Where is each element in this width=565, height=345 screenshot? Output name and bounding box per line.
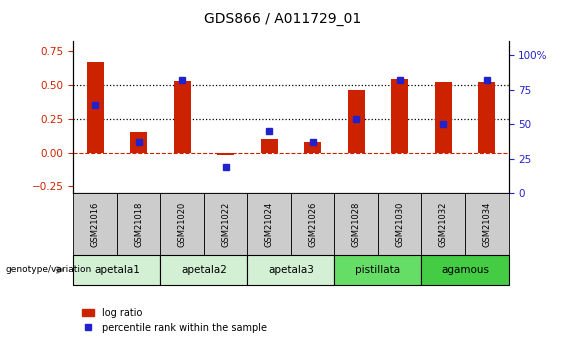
Text: GSM21034: GSM21034 xyxy=(483,201,491,247)
Text: GSM21030: GSM21030 xyxy=(396,201,404,247)
Bar xyxy=(204,193,247,255)
Text: GSM21018: GSM21018 xyxy=(134,201,143,247)
Legend: log ratio, percentile rank within the sample: log ratio, percentile rank within the sa… xyxy=(79,304,271,337)
Text: GSM21022: GSM21022 xyxy=(221,201,230,247)
Text: GSM21028: GSM21028 xyxy=(352,201,360,247)
Bar xyxy=(434,82,452,152)
Bar xyxy=(260,139,278,152)
Text: GSM21026: GSM21026 xyxy=(308,201,317,247)
Bar xyxy=(247,255,334,285)
Text: GSM21020: GSM21020 xyxy=(178,201,186,247)
Bar xyxy=(334,255,421,285)
Text: GDS866 / A011729_01: GDS866 / A011729_01 xyxy=(204,12,361,26)
Bar xyxy=(334,193,378,255)
Text: GSM21024: GSM21024 xyxy=(265,201,273,247)
Bar xyxy=(421,193,465,255)
Bar xyxy=(173,81,191,152)
Bar xyxy=(391,79,408,152)
Text: apetala3: apetala3 xyxy=(268,265,314,275)
Bar xyxy=(130,132,147,152)
Bar xyxy=(421,255,508,285)
Bar xyxy=(378,193,421,255)
Text: apetala2: apetala2 xyxy=(181,265,227,275)
Text: genotype/variation: genotype/variation xyxy=(6,265,92,275)
Bar xyxy=(291,193,334,255)
Text: pistillata: pistillata xyxy=(355,265,401,275)
Bar xyxy=(478,82,496,152)
Bar xyxy=(73,193,117,255)
Bar xyxy=(73,255,160,285)
Text: GSM21016: GSM21016 xyxy=(91,201,99,247)
Text: GSM21032: GSM21032 xyxy=(439,201,447,247)
Bar xyxy=(117,193,160,255)
Bar xyxy=(247,193,291,255)
Bar xyxy=(304,142,321,152)
Bar xyxy=(160,193,204,255)
Text: apetala1: apetala1 xyxy=(94,265,140,275)
Bar xyxy=(347,90,365,152)
Bar xyxy=(86,62,104,152)
Bar xyxy=(217,152,234,155)
Text: agamous: agamous xyxy=(441,265,489,275)
Bar xyxy=(465,193,508,255)
Bar xyxy=(160,255,247,285)
